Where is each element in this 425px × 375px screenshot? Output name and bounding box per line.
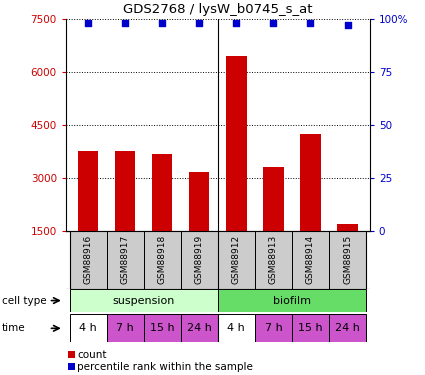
Text: 24 h: 24 h: [335, 323, 360, 333]
Point: [270, 20, 277, 26]
Bar: [115, 151, 135, 231]
Bar: [255, 231, 292, 289]
Text: GSM88917: GSM88917: [121, 235, 130, 284]
Text: 7 h: 7 h: [116, 323, 134, 333]
Point: [122, 20, 129, 26]
Point: [344, 22, 351, 28]
Text: time: time: [2, 323, 26, 333]
Bar: [226, 56, 246, 231]
Bar: [255, 314, 292, 342]
Bar: [329, 231, 366, 289]
Text: 7 h: 7 h: [264, 323, 282, 333]
Bar: [263, 167, 283, 231]
Bar: [107, 231, 144, 289]
Point: [233, 20, 240, 26]
Bar: [152, 154, 173, 231]
Bar: [144, 314, 181, 342]
Text: count: count: [77, 350, 107, 360]
Bar: [218, 289, 366, 312]
Title: GDS2768 / lysW_b0745_s_at: GDS2768 / lysW_b0745_s_at: [123, 3, 312, 16]
Bar: [107, 314, 144, 342]
Bar: [189, 172, 210, 231]
Bar: [300, 134, 320, 231]
Point: [159, 20, 166, 26]
Bar: [337, 224, 358, 231]
Text: cell type: cell type: [2, 296, 47, 306]
Text: percentile rank within the sample: percentile rank within the sample: [77, 362, 253, 372]
Text: GSM88918: GSM88918: [158, 235, 167, 284]
Bar: [218, 314, 255, 342]
Bar: [78, 151, 98, 231]
Text: 15 h: 15 h: [298, 323, 323, 333]
Bar: [70, 231, 107, 289]
Text: 4 h: 4 h: [79, 323, 97, 333]
Text: 4 h: 4 h: [227, 323, 245, 333]
Text: GSM88912: GSM88912: [232, 235, 241, 284]
Bar: [218, 231, 255, 289]
Text: biofilm: biofilm: [273, 296, 311, 306]
Text: suspension: suspension: [113, 296, 175, 306]
Text: 24 h: 24 h: [187, 323, 212, 333]
Bar: [292, 314, 329, 342]
Point: [196, 20, 203, 26]
Bar: [181, 231, 218, 289]
Bar: [292, 231, 329, 289]
Bar: [329, 314, 366, 342]
Text: GSM88919: GSM88919: [195, 235, 204, 284]
Bar: [181, 314, 218, 342]
Point: [307, 20, 314, 26]
Text: GSM88916: GSM88916: [84, 235, 93, 284]
Text: GSM88915: GSM88915: [343, 235, 352, 284]
Bar: [70, 289, 218, 312]
Text: GSM88913: GSM88913: [269, 235, 278, 284]
Bar: [70, 314, 107, 342]
Point: [85, 20, 91, 26]
Text: 15 h: 15 h: [150, 323, 175, 333]
Bar: [144, 231, 181, 289]
Text: GSM88914: GSM88914: [306, 235, 315, 284]
